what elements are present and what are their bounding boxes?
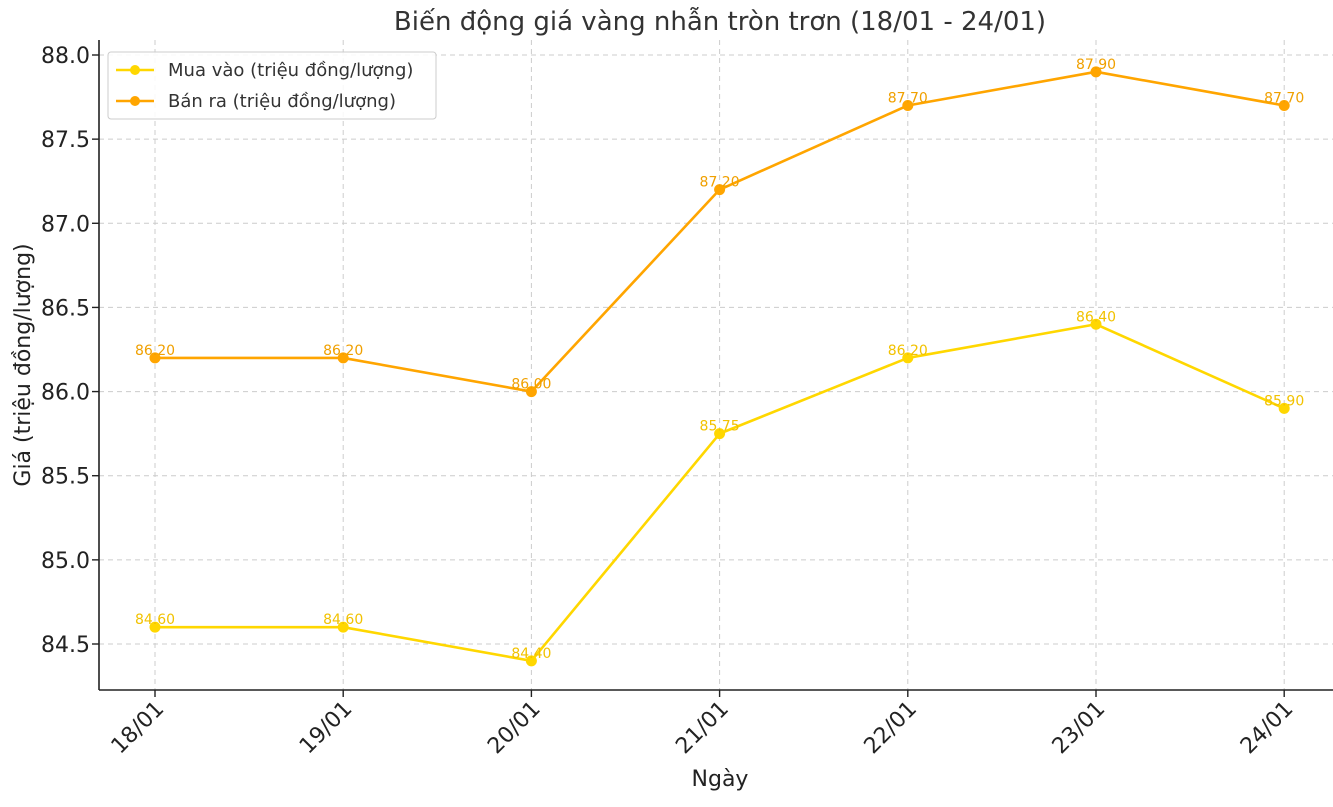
data-point [525, 655, 537, 667]
data-label: 86.00 [511, 377, 551, 393]
data-point [902, 99, 914, 111]
x-tick-label: 18/01 [107, 697, 170, 760]
x-axis-label: Ngày [692, 767, 749, 792]
x-ticks: 18/01 19/01 20/01 21/01 22/01 23/01 24/01 [107, 690, 1299, 760]
series: 84.60 84.6084.4085.7586.2086.4085.9086.20… [135, 57, 1304, 667]
data-label: 86.20 [888, 343, 928, 359]
x-tick-label: 22/01 [860, 697, 923, 760]
data-label: 86.20 [323, 343, 363, 359]
y-tick-label: 86.0 [41, 381, 90, 406]
legend-marker-buy [130, 65, 140, 75]
series-buy: 84.60 84.60 84.40 85.75 86.20 86.40 85.90 [135, 309, 1304, 667]
data-label: 85.75 [700, 419, 740, 435]
y-tick-label: 87.0 [41, 212, 90, 237]
data-label: 87.70 [1264, 90, 1304, 106]
y-tick-label: 85.0 [41, 549, 90, 574]
data-point [1278, 402, 1290, 414]
series-sell: 86.20 86.20 86.00 87.20 87.70 87.90 87.70 [135, 57, 1304, 398]
x-tick-label: 23/01 [1048, 697, 1111, 760]
data-label: 84.40 [511, 646, 551, 662]
legend: Mua vào (triệu đồng/lượng) Bán ra (triệu… [107, 51, 437, 120]
y-tick-label: 84.5 [41, 633, 90, 658]
x-tick-label: 21/01 [671, 697, 734, 760]
data-label: 84.60 [323, 612, 363, 628]
data-label: 87.20 [700, 175, 740, 191]
data-point [337, 352, 349, 364]
data-label: 86.40 [1076, 309, 1116, 325]
y-tick-label: 88.0 [41, 44, 90, 69]
data-point [1278, 99, 1290, 111]
data-label: 87.90 [1076, 57, 1116, 73]
x-tick-label: 24/01 [1236, 697, 1299, 760]
data-point [337, 621, 349, 633]
y-tick-label: 85.5 [41, 465, 90, 490]
data-point [902, 352, 914, 364]
data-label: 84.60 [135, 612, 175, 628]
legend-marker-sell [130, 96, 140, 106]
x-tick-label: 20/01 [483, 697, 546, 760]
legend-label-sell: Bán ra (triệu đồng/lượng) [168, 91, 396, 112]
x-tick-label: 19/01 [295, 697, 358, 760]
grid [99, 40, 1333, 690]
data-point [149, 352, 161, 364]
data-label: 85.90 [1264, 393, 1304, 409]
data-point [1090, 66, 1102, 78]
axes [98, 40, 1333, 691]
data-point [149, 621, 161, 633]
chart-title: Biến động giá vàng nhẫn tròn trơn (18/01… [394, 6, 1046, 37]
y-ticks: 84.5 85.0 85.5 86.0 86.5 87.0 87.5 88.0 [41, 44, 99, 658]
legend-label-buy: Mua vào (triệu đồng/lượng) [168, 60, 413, 81]
y-axis-label: Giá (triệu đồng/lượng) [11, 243, 36, 486]
data-point [714, 184, 726, 196]
data-point [1090, 318, 1102, 330]
data-label: 87.70 [888, 90, 928, 106]
legend-box [107, 51, 437, 120]
data-point [525, 386, 537, 398]
y-tick-label: 87.5 [41, 128, 90, 153]
data-label: 86.20 [135, 343, 175, 359]
data-point [714, 428, 726, 440]
y-tick-label: 86.5 [41, 296, 90, 321]
